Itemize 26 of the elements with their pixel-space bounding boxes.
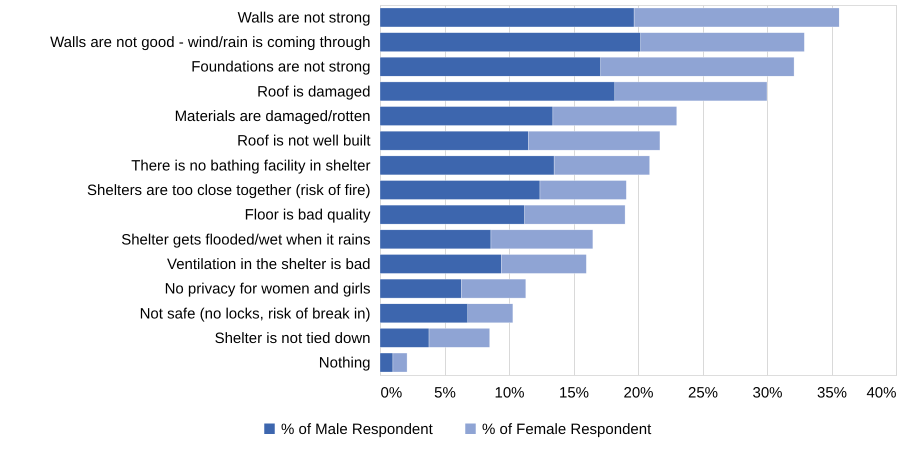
x-tick-label: 40% bbox=[866, 384, 896, 402]
x-tick-label: 35% bbox=[816, 384, 848, 402]
y-tick-label: No privacy for women and girls bbox=[164, 280, 370, 298]
x-tick-label: 10% bbox=[494, 384, 525, 402]
y-tick-label: Roof is damaged bbox=[257, 83, 370, 100]
x-tick-label: 0% bbox=[380, 384, 402, 402]
legend-label: % of Female Respondent bbox=[482, 420, 652, 438]
y-tick-label: Not safe (no locks, risk of break in) bbox=[140, 305, 370, 322]
y-tick-label: Floor is bad quality bbox=[244, 206, 371, 224]
y-tick-label: Foundations are not strong bbox=[191, 58, 370, 76]
y-tick-label: Nothing bbox=[318, 354, 370, 372]
y-tick-label: Shelters are too close together (risk of fire) bbox=[87, 182, 370, 199]
y-tick-label: Materials are damaged/rotten bbox=[174, 108, 370, 126]
x-tick-label: 20% bbox=[623, 384, 654, 402]
x-tick-label: 5% bbox=[434, 384, 456, 402]
y-tick-label: Walls are not strong bbox=[238, 9, 370, 26]
y-tick-label: Roof is not well built bbox=[237, 132, 372, 150]
x-tick-label: 30% bbox=[752, 384, 783, 402]
y-tick-label: Walls are not good - wind/rain is coming through bbox=[50, 34, 370, 52]
x-tick-label: 15% bbox=[558, 384, 590, 402]
y-tick-label: Shelter gets flooded/wet when it rains bbox=[121, 231, 370, 248]
y-tick-label: Shelter is not tied down bbox=[214, 330, 370, 347]
y-tick-label: There is no bathing facility in shelter bbox=[131, 157, 370, 174]
legend-label: % of Male Respondent bbox=[281, 420, 434, 438]
y-tick-label: Ventilation in the shelter is bad bbox=[167, 256, 370, 273]
x-tick-label: 25% bbox=[688, 384, 718, 402]
